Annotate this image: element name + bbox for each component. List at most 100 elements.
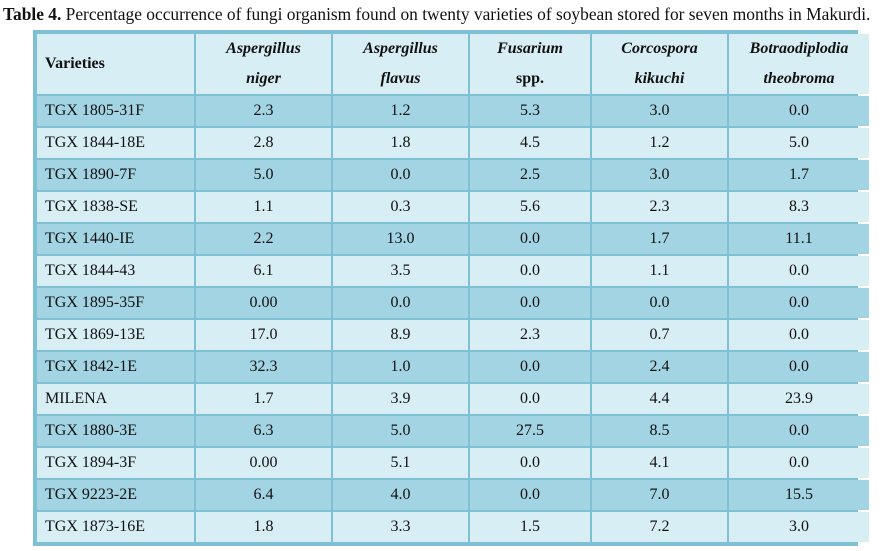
value-cell: 8.5 [592, 416, 727, 446]
value-cell: 6.3 [196, 416, 331, 446]
caption-label: Table 4. [3, 4, 62, 24]
header-corcospora-kikuchi: Corcospora kikuchi [592, 34, 727, 94]
value-cell: 1.0 [333, 352, 468, 382]
value-cell: 11.1 [729, 224, 869, 254]
value-cell: 0.0 [333, 288, 468, 318]
variety-cell: TGX 1880-3E [37, 416, 194, 446]
variety-cell: TGX 1894-3F [37, 448, 194, 478]
value-cell: 32.3 [196, 352, 331, 382]
value-cell: 0.0 [470, 352, 590, 382]
value-cell: 5.0 [729, 128, 869, 158]
table-row: TGX 1844-43 6.1 3.5 0.0 1.1 0.0 [37, 256, 869, 286]
value-cell: 1.7 [196, 384, 331, 414]
table-row: TGX 1873-16E 1.8 3.3 1.5 7.2 3.0 [37, 512, 869, 542]
value-cell: 2.3 [592, 192, 727, 222]
table-row: MILENA 1.7 3.9 0.0 4.4 23.9 [37, 384, 869, 414]
value-cell: 0.0 [333, 160, 468, 190]
value-cell: 0.0 [729, 256, 869, 286]
value-cell: 0.0 [729, 320, 869, 350]
value-cell: 2.2 [196, 224, 331, 254]
table-row: TGX 1895-35F 0.00 0.0 0.0 0.0 0.0 [37, 288, 869, 318]
header-botraodiplodia-theobroma: Botraodiplodia theobroma [729, 34, 869, 94]
value-cell: 3.0 [592, 96, 727, 126]
value-cell: 8.9 [333, 320, 468, 350]
value-cell: 0.0 [592, 288, 727, 318]
value-cell: 4.1 [592, 448, 727, 478]
value-cell: 3.9 [333, 384, 468, 414]
header-fusarium: Fusarium spp. [470, 34, 590, 94]
value-cell: 4.5 [470, 128, 590, 158]
value-cell: 1.1 [592, 256, 727, 286]
header-aspergillus-niger: Aspergillus niger [196, 34, 331, 94]
value-cell: 8.3 [729, 192, 869, 222]
value-cell: 27.5 [470, 416, 590, 446]
value-cell: 17.0 [196, 320, 331, 350]
value-cell: 2.3 [470, 320, 590, 350]
value-cell: 0.0 [729, 288, 869, 318]
variety-cell: TGX 1895-35F [37, 288, 194, 318]
value-cell: 3.0 [592, 160, 727, 190]
value-cell: 7.2 [592, 512, 727, 542]
variety-cell: MILENA [37, 384, 194, 414]
value-cell: 3.0 [729, 512, 869, 542]
caption-text: Percentage occurrence of fungi organism … [61, 4, 871, 24]
value-cell: 5.0 [196, 160, 331, 190]
value-cell: 23.9 [729, 384, 869, 414]
table-row: TGX 1838-SE 1.1 0.3 5.6 2.3 8.3 [37, 192, 869, 222]
table-row: TGX 1805-31F 2.3 1.2 5.3 3.0 0.0 [37, 96, 869, 126]
value-cell: 1.8 [196, 512, 331, 542]
variety-cell: TGX 1440-IE [37, 224, 194, 254]
table-row: TGX 9223-2E 6.4 4.0 0.0 7.0 15.5 [37, 480, 869, 510]
value-cell: 0.0 [470, 480, 590, 510]
value-cell: 0.0 [729, 352, 869, 382]
value-cell: 0.3 [333, 192, 468, 222]
value-cell: 4.4 [592, 384, 727, 414]
variety-cell: TGX 1805-31F [37, 96, 194, 126]
table-row: TGX 1440-IE 2.2 13.0 0.0 1.7 11.1 [37, 224, 869, 254]
variety-cell: TGX 1844-43 [37, 256, 194, 286]
table-caption: Table 4. Percentage occurrence of fungi … [3, 2, 870, 26]
variety-cell: TGX 1838-SE [37, 192, 194, 222]
value-cell: 7.0 [592, 480, 727, 510]
value-cell: 3.3 [333, 512, 468, 542]
value-cell: 2.4 [592, 352, 727, 382]
variety-cell: TGX 1873-16E [37, 512, 194, 542]
value-cell: 2.5 [470, 160, 590, 190]
variety-cell: TGX 1869-13E [37, 320, 194, 350]
value-cell: 5.6 [470, 192, 590, 222]
value-cell: 5.1 [333, 448, 468, 478]
table-header-row: Varieties Aspergillus niger Aspergillus fl… [37, 34, 869, 94]
value-cell: 1.2 [592, 128, 727, 158]
value-cell: 6.4 [196, 480, 331, 510]
table-row: TGX 1894-3F 0.00 5.1 0.0 4.1 0.0 [37, 448, 869, 478]
value-cell: 4.0 [333, 480, 468, 510]
value-cell: 15.5 [729, 480, 869, 510]
value-cell: 0.7 [592, 320, 727, 350]
table-row: TGX 1844-18E 2.8 1.8 4.5 1.2 5.0 [37, 128, 869, 158]
value-cell: 0.0 [470, 384, 590, 414]
value-cell: 3.5 [333, 256, 468, 286]
header-varieties: Varieties [37, 34, 194, 94]
value-cell: 0.0 [729, 416, 869, 446]
value-cell: 0.00 [196, 448, 331, 478]
variety-cell: TGX 9223-2E [37, 480, 194, 510]
header-aspergillus-flavus: Aspergillus flavus [333, 34, 468, 94]
value-cell: 1.7 [592, 224, 727, 254]
table-row: TGX 1869-13E 17.0 8.9 2.3 0.7 0.0 [37, 320, 869, 350]
value-cell: 2.8 [196, 128, 331, 158]
value-cell: 0.0 [729, 448, 869, 478]
value-cell: 2.3 [196, 96, 331, 126]
value-cell: 0.0 [470, 288, 590, 318]
fungi-occurrence-table: Varieties Aspergillus niger Aspergillus fl… [33, 30, 869, 546]
value-cell: 1.5 [470, 512, 590, 542]
table-row: TGX 1842-1E 32.3 1.0 0.0 2.4 0.0 [37, 352, 869, 382]
value-cell: 1.8 [333, 128, 468, 158]
variety-cell: TGX 1890-7F [37, 160, 194, 190]
value-cell: 1.2 [333, 96, 468, 126]
value-cell: 0.0 [470, 448, 590, 478]
value-cell: 1.7 [729, 160, 869, 190]
value-cell: 6.1 [196, 256, 331, 286]
variety-cell: TGX 1842-1E [37, 352, 194, 382]
table-row: TGX 1890-7F 5.0 0.0 2.5 3.0 1.7 [37, 160, 869, 190]
value-cell: 5.3 [470, 96, 590, 126]
